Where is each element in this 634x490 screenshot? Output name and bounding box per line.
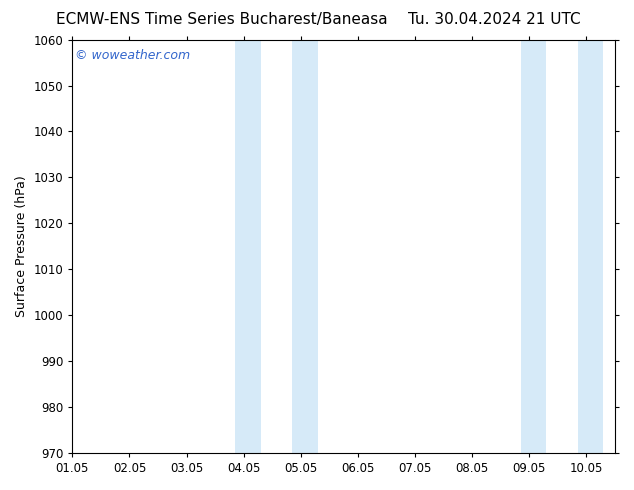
Bar (521, 40, 547, 453)
Text: © woweather.com: © woweather.com (75, 49, 190, 62)
Text: Tu. 30.04.2024 21 UTC: Tu. 30.04.2024 21 UTC (408, 12, 581, 27)
Text: ECMW-ENS Time Series Bucharest/Baneasa: ECMW-ENS Time Series Bucharest/Baneasa (56, 12, 388, 27)
Bar (578, 40, 604, 453)
Y-axis label: Surface Pressure (hPa): Surface Pressure (hPa) (15, 175, 28, 317)
Bar (235, 40, 261, 453)
Bar (292, 40, 318, 453)
